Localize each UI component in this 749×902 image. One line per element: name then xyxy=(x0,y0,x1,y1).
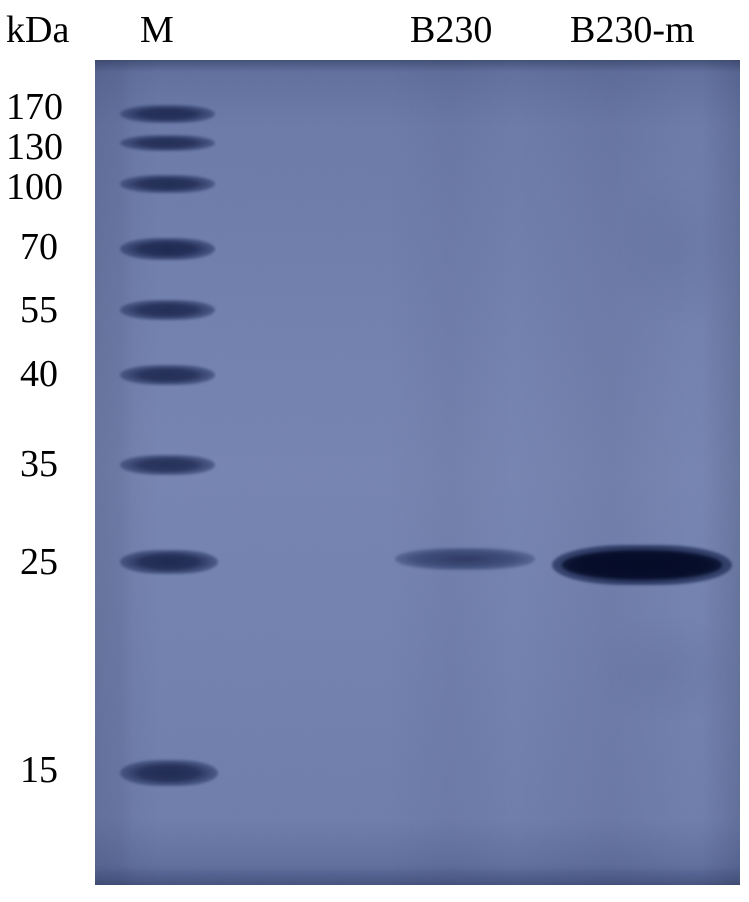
mw-label-35: 35 xyxy=(20,442,58,486)
marker-band-15 xyxy=(120,760,218,786)
marker-band-170 xyxy=(120,105,215,123)
gel-bottom-edge xyxy=(95,875,740,885)
gel-top-edge xyxy=(95,60,740,72)
lane-label-M: M xyxy=(140,8,174,52)
gel-artifact-0 xyxy=(620,180,730,320)
mw-label-15: 15 xyxy=(20,748,58,792)
unit-label: kDa xyxy=(6,8,69,52)
mw-label-55: 55 xyxy=(20,288,58,332)
marker-band-55 xyxy=(120,300,215,320)
marker-band-40 xyxy=(120,365,215,385)
gel-figure: kDa M B230 B230-m 170 130 100 70 55 40 3… xyxy=(0,0,749,902)
marker-band-100 xyxy=(120,175,215,193)
sample-band-B230 xyxy=(395,548,535,570)
sample-band-core-B230-m xyxy=(562,551,722,579)
gel-image xyxy=(95,60,740,885)
lane-label-B230-m: B230-m xyxy=(570,8,695,52)
mw-label-170: 170 xyxy=(6,85,63,129)
mw-label-25: 25 xyxy=(20,540,58,584)
mw-label-70: 70 xyxy=(20,225,58,269)
marker-band-70 xyxy=(120,238,215,260)
mw-label-100: 100 xyxy=(6,165,63,209)
marker-band-35 xyxy=(120,455,215,475)
marker-band-130 xyxy=(120,135,215,151)
mw-label-40: 40 xyxy=(20,352,58,396)
marker-band-25 xyxy=(120,550,218,574)
mw-label-130: 130 xyxy=(6,125,63,169)
lane-label-B230: B230 xyxy=(410,8,492,52)
gel-artifact-1 xyxy=(600,620,730,720)
